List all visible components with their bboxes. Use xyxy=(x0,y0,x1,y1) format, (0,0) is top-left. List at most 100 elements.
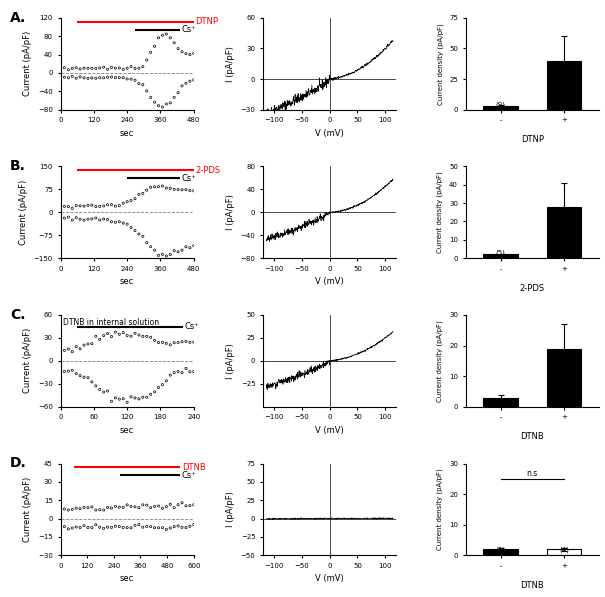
Point xyxy=(126,392,136,402)
Point xyxy=(185,243,195,253)
Point xyxy=(59,202,69,211)
X-axis label: sec: sec xyxy=(120,129,134,138)
Point xyxy=(177,245,187,255)
Point xyxy=(177,522,187,532)
Point xyxy=(99,387,108,397)
Text: DTNB: DTNB xyxy=(182,463,206,472)
Point xyxy=(103,64,113,74)
Point xyxy=(64,202,73,211)
Point xyxy=(67,504,77,514)
Text: DTNP: DTNP xyxy=(521,136,544,144)
Point xyxy=(59,504,69,514)
Point xyxy=(119,73,128,82)
Point xyxy=(126,501,136,511)
Point xyxy=(56,506,65,516)
Point xyxy=(177,185,187,195)
Bar xyxy=(546,207,581,258)
Point xyxy=(165,523,175,533)
Point xyxy=(162,29,171,39)
Point xyxy=(83,73,93,83)
Point xyxy=(79,63,89,73)
Y-axis label: Current density (pA/pF): Current density (pA/pF) xyxy=(437,469,443,550)
Point xyxy=(150,97,160,107)
Point xyxy=(99,63,108,72)
Point xyxy=(71,342,81,352)
Point xyxy=(87,502,97,512)
Point xyxy=(154,383,163,392)
Point xyxy=(67,347,77,356)
Point xyxy=(177,498,187,507)
Point xyxy=(154,101,163,110)
Point xyxy=(181,78,191,88)
Point xyxy=(91,202,100,211)
Text: Cs⁺: Cs⁺ xyxy=(182,174,196,183)
Point xyxy=(150,336,160,345)
Point xyxy=(87,73,97,83)
Point xyxy=(142,392,152,402)
Y-axis label: I (pA/pF): I (pA/pF) xyxy=(226,343,235,378)
Point xyxy=(114,217,124,226)
Point xyxy=(150,42,160,51)
Point xyxy=(146,48,155,57)
Point xyxy=(122,74,132,84)
Point xyxy=(169,368,179,377)
Point xyxy=(189,367,198,376)
X-axis label: V (mV): V (mV) xyxy=(315,426,344,435)
Point xyxy=(91,331,100,341)
Text: (5): (5) xyxy=(495,250,506,256)
X-axis label: V (mV): V (mV) xyxy=(315,278,344,287)
Point xyxy=(67,523,77,533)
Point xyxy=(71,213,81,223)
Point xyxy=(189,48,198,58)
Point xyxy=(111,63,120,73)
Point xyxy=(146,242,155,251)
Point xyxy=(185,501,195,510)
Point xyxy=(173,247,183,257)
Point xyxy=(91,520,100,530)
Point xyxy=(119,523,128,533)
Point xyxy=(146,503,155,512)
Point xyxy=(103,503,113,512)
Point xyxy=(157,102,167,112)
Point xyxy=(56,365,65,375)
Point xyxy=(111,501,120,511)
Point xyxy=(106,396,116,406)
Text: DTNB: DTNB xyxy=(520,581,544,590)
Point xyxy=(106,72,116,82)
Point xyxy=(106,503,116,513)
Text: (6): (6) xyxy=(559,398,569,405)
Point xyxy=(146,183,155,192)
Point xyxy=(103,72,113,82)
Point xyxy=(169,338,179,347)
Point xyxy=(122,63,132,73)
Point xyxy=(71,63,81,73)
Text: DTNP: DTNP xyxy=(195,17,218,26)
Point xyxy=(130,521,140,530)
Point xyxy=(87,377,97,387)
Point xyxy=(130,393,140,403)
Point xyxy=(185,186,195,195)
Point xyxy=(134,63,144,73)
Point xyxy=(138,500,148,510)
Y-axis label: I (pA/pF): I (pA/pF) xyxy=(226,46,235,82)
Point xyxy=(95,384,105,394)
Point xyxy=(67,72,77,81)
Point xyxy=(138,331,148,341)
Point xyxy=(56,62,65,72)
Point xyxy=(138,522,148,532)
Point xyxy=(154,182,163,192)
Point xyxy=(154,523,163,533)
Point xyxy=(64,367,73,376)
Text: (4): (4) xyxy=(495,398,506,405)
Point xyxy=(79,340,89,350)
Point xyxy=(59,346,69,355)
Point xyxy=(165,250,175,259)
Point xyxy=(126,331,136,341)
Point xyxy=(56,200,65,210)
Point xyxy=(95,63,105,73)
Point xyxy=(173,521,183,531)
Point xyxy=(106,522,116,532)
Point xyxy=(59,367,69,376)
Point xyxy=(134,520,144,530)
Point xyxy=(169,246,179,256)
